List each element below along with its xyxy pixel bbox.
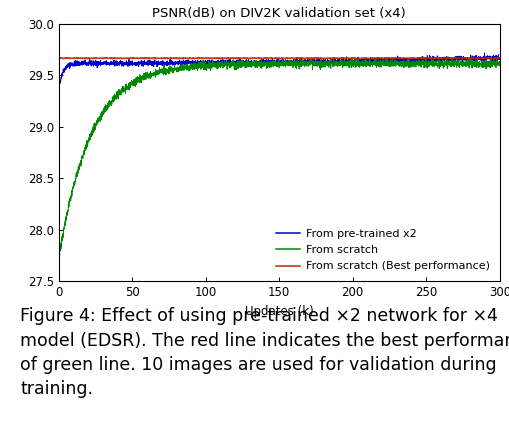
Text: Figure 4: Effect of using pre-trained ×2 network for ×4
model (EDSR). The red li: Figure 4: Effect of using pre-trained ×2… [20, 307, 509, 398]
Title: PSNR(dB) on DIV2K validation set (x4): PSNR(dB) on DIV2K validation set (x4) [152, 7, 405, 20]
X-axis label: Updates (k): Updates (k) [244, 305, 313, 318]
Legend: From pre-trained x2, From scratch, From scratch (Best performance): From pre-trained x2, From scratch, From … [271, 225, 493, 276]
